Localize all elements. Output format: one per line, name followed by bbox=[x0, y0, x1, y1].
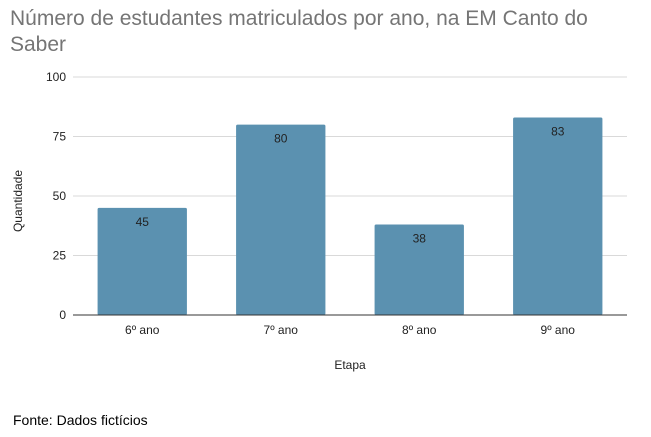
bar-value-label: 80 bbox=[274, 132, 288, 146]
chart-title: Número de estudantes matriculados por an… bbox=[10, 7, 588, 56]
y-tick-label: 50 bbox=[53, 189, 67, 203]
bars: 45 80 38 83 bbox=[97, 117, 603, 316]
x-tick-label: 9º ano bbox=[541, 323, 576, 337]
y-tick-label: 75 bbox=[53, 130, 67, 144]
bar bbox=[513, 117, 603, 316]
bar-value-label: 45 bbox=[136, 215, 150, 229]
bar-value-label: 38 bbox=[413, 232, 427, 246]
bar bbox=[374, 224, 464, 315]
bar-value-label: 83 bbox=[551, 124, 565, 138]
y-tick-label: 25 bbox=[53, 249, 67, 263]
bar bbox=[236, 124, 326, 315]
x-tick-label: 6º ano bbox=[125, 323, 160, 337]
x-tick-label: 8º ano bbox=[402, 323, 437, 337]
x-tick-labels: 6º ano 7º ano 8º ano 9º ano bbox=[125, 323, 575, 337]
source-note: Fonte: Dados fictícios bbox=[13, 412, 148, 428]
bar bbox=[97, 207, 187, 315]
x-tick-label: 7º ano bbox=[264, 323, 299, 337]
x-axis-label: Etapa bbox=[334, 358, 366, 372]
y-tick-labels: 0 25 50 75 100 bbox=[46, 70, 66, 322]
y-tick-label: 100 bbox=[46, 70, 66, 84]
y-tick-label: 0 bbox=[59, 308, 66, 322]
y-axis-label: Quantidade bbox=[11, 170, 25, 232]
